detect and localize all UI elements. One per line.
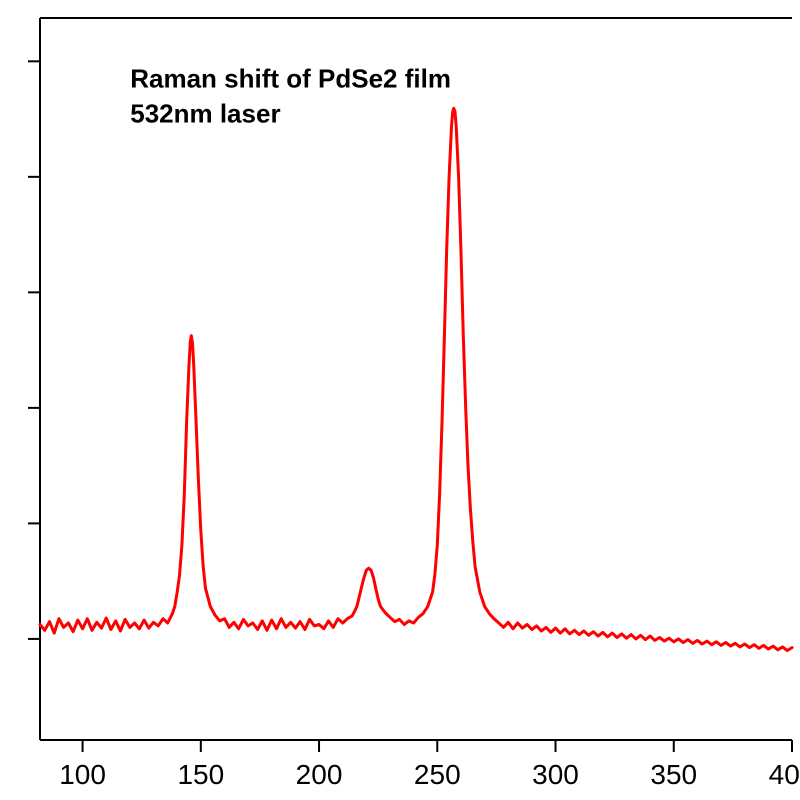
chart-title-line: Raman shift of PdSe2 film [130, 63, 451, 93]
x-tick-label: 150 [177, 759, 224, 790]
x-tick-label: 300 [532, 759, 579, 790]
x-tick-label: 200 [296, 759, 343, 790]
x-tick-label: 250 [414, 759, 461, 790]
raman-spectrum-chart: 100 150 200 250 300 350 400 Raman shift of PdS… [0, 0, 800, 800]
chart-background [0, 0, 800, 800]
x-tick-label: 350 [650, 759, 697, 790]
x-tick-label: 400 [769, 759, 800, 790]
chart-title-line: 532nm laser [130, 98, 280, 128]
x-tick-label: 100 [59, 759, 106, 790]
